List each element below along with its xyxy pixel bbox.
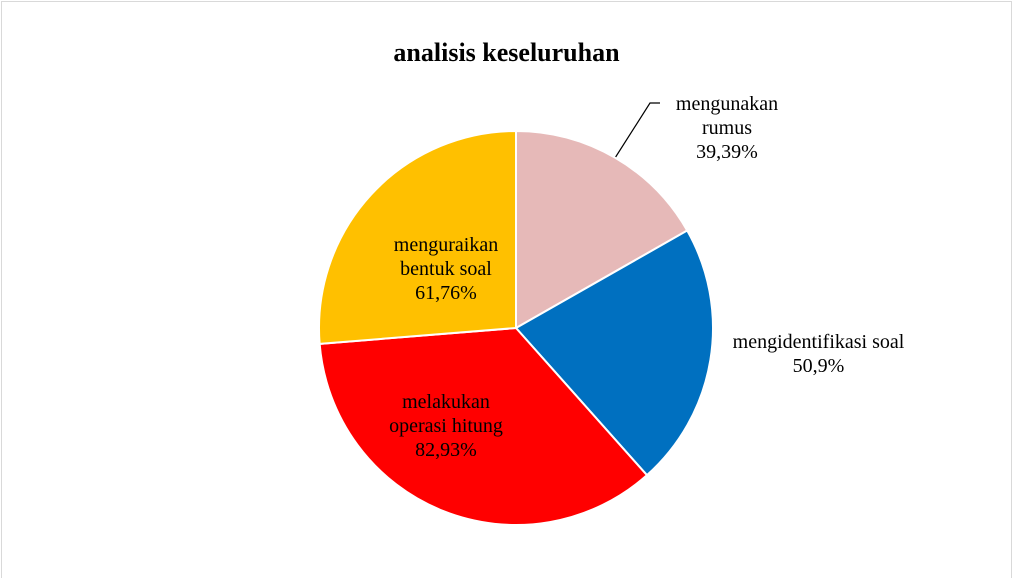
category-label: mengidentifikasi soal — [732, 331, 905, 353]
pie-slice — [318, 326, 649, 526]
category-label: mengunakan rumus — [675, 93, 779, 139]
pie-slice — [514, 229, 714, 477]
value-label: 82,93% — [415, 439, 477, 461]
pie-slice — [515, 129, 689, 330]
slice-label: mengidentifikasi soal 50,9% — [731, 330, 906, 378]
category-label: melakukan operasi hitung — [389, 391, 503, 437]
value-label: 61,76% — [415, 282, 477, 304]
value-label: 39,39% — [696, 141, 758, 163]
value-label: 50,9% — [792, 355, 845, 377]
category-label: menguraikan bentuk soal — [393, 234, 499, 280]
pie-slice — [318, 129, 517, 345]
slice-label: mengunakan rumus 39,39% — [667, 92, 787, 164]
leader-line — [614, 102, 660, 159]
slice-label: menguraikan bentuk soal 61,76% — [378, 233, 514, 305]
chart-title: analisis keseluruhan — [393, 38, 620, 67]
slice-label: melakukan operasi hitung 82,93% — [378, 390, 514, 462]
